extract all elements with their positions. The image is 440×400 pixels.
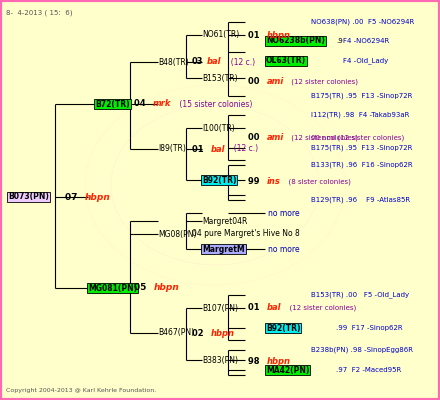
Text: no more: no more bbox=[268, 208, 300, 218]
Text: OL63(TR): OL63(TR) bbox=[266, 56, 306, 66]
Text: B153(TR) .00   F5 -Old_Lady: B153(TR) .00 F5 -Old_Lady bbox=[311, 292, 409, 298]
Text: B175(TR) .95  F13 -Sinop72R: B175(TR) .95 F13 -Sinop72R bbox=[311, 145, 412, 151]
Text: no more: no more bbox=[268, 244, 300, 254]
Text: I112(TR) .98  F4 -Takab93aR: I112(TR) .98 F4 -Takab93aR bbox=[311, 112, 409, 118]
Text: 07: 07 bbox=[65, 192, 81, 202]
Text: NO61(TR): NO61(TR) bbox=[202, 30, 239, 40]
Text: F4 -Old_Lady: F4 -Old_Lady bbox=[343, 58, 388, 64]
Text: B383(PN): B383(PN) bbox=[202, 356, 238, 364]
Text: (8 sister colonies): (8 sister colonies) bbox=[284, 179, 351, 185]
Text: 03: 03 bbox=[192, 58, 203, 66]
Text: 98: 98 bbox=[248, 358, 262, 366]
Text: hbpn: hbpn bbox=[154, 284, 180, 292]
Text: MG081(PN): MG081(PN) bbox=[88, 284, 137, 292]
Text: 05: 05 bbox=[134, 284, 150, 292]
Text: bal: bal bbox=[267, 304, 281, 312]
Text: 01: 01 bbox=[248, 30, 263, 40]
Text: NO6238b(PN): NO6238b(PN) bbox=[266, 36, 325, 46]
Text: B175(TR) .95  F13 -Sinop72R: B175(TR) .95 F13 -Sinop72R bbox=[311, 93, 412, 99]
Text: 01: 01 bbox=[192, 144, 206, 154]
Text: Margret04R: Margret04R bbox=[202, 216, 247, 226]
Text: bal: bal bbox=[211, 144, 225, 154]
Text: (12 c.): (12 c.) bbox=[229, 144, 259, 154]
Text: B133(TR) .96  F16 -Sinop62R: B133(TR) .96 F16 -Sinop62R bbox=[311, 162, 413, 168]
Text: 01: 01 bbox=[248, 304, 263, 312]
Text: hbpn: hbpn bbox=[85, 192, 111, 202]
Text: mrk: mrk bbox=[153, 100, 171, 108]
Text: (15 sister colonies): (15 sister colonies) bbox=[176, 100, 252, 108]
Text: ins: ins bbox=[267, 178, 280, 186]
Text: (12 sister colonies): (12 sister colonies) bbox=[289, 135, 358, 141]
Text: 8-  4-2013 ( 15:  6): 8- 4-2013 ( 15: 6) bbox=[6, 9, 73, 16]
Text: I89(TR): I89(TR) bbox=[158, 144, 186, 154]
Text: NO638(PN) .00  F5 -NO6294R: NO638(PN) .00 F5 -NO6294R bbox=[311, 19, 414, 25]
Text: 02: 02 bbox=[192, 328, 206, 338]
Text: (12 sister colonies): (12 sister colonies) bbox=[286, 305, 357, 311]
Text: hbpn: hbpn bbox=[267, 358, 290, 366]
Text: ami: ami bbox=[267, 78, 284, 86]
Text: B107(PN): B107(PN) bbox=[202, 304, 238, 312]
Text: B129(TR) .96    F9 -Atlas85R: B129(TR) .96 F9 -Atlas85R bbox=[311, 197, 410, 203]
Text: I100(TR): I100(TR) bbox=[202, 124, 235, 132]
Text: B153(TR): B153(TR) bbox=[202, 74, 238, 82]
Text: (12 sister colonies): (12 sister colonies) bbox=[289, 79, 358, 85]
Text: 04: 04 bbox=[134, 100, 148, 108]
Text: 00 ami (12 sister colonies): 00 ami (12 sister colonies) bbox=[311, 135, 404, 141]
Text: hbpn: hbpn bbox=[211, 328, 235, 338]
Text: .99  F17 -Sinop62R: .99 F17 -Sinop62R bbox=[336, 325, 403, 331]
Text: B72(TR): B72(TR) bbox=[95, 100, 130, 108]
Text: Copyright 2004-2013 @ Karl Kehrle Foundation.: Copyright 2004-2013 @ Karl Kehrle Founda… bbox=[6, 388, 156, 393]
Text: (12 c.): (12 c.) bbox=[226, 58, 255, 66]
Text: B467(PN): B467(PN) bbox=[158, 328, 194, 338]
Text: MargretM: MargretM bbox=[202, 244, 245, 254]
Text: F4 -NO6294R: F4 -NO6294R bbox=[343, 38, 389, 44]
Text: 04 pure Margret's Hive No 8: 04 pure Margret's Hive No 8 bbox=[192, 230, 300, 238]
Text: ami: ami bbox=[267, 134, 284, 142]
Text: hbpn: hbpn bbox=[267, 30, 291, 40]
Text: 00: 00 bbox=[248, 134, 262, 142]
Text: B48(TR): B48(TR) bbox=[158, 58, 189, 66]
Text: 99: 99 bbox=[248, 178, 262, 186]
Text: MA42(PN): MA42(PN) bbox=[266, 366, 309, 374]
Text: B073(PN): B073(PN) bbox=[8, 192, 49, 202]
Text: B92(TR): B92(TR) bbox=[266, 324, 301, 332]
Text: .9: .9 bbox=[336, 38, 343, 44]
Text: B92(TR): B92(TR) bbox=[202, 176, 237, 184]
Text: bal: bal bbox=[207, 58, 221, 66]
Text: B238b(PN) .98 -SinopEgg86R: B238b(PN) .98 -SinopEgg86R bbox=[311, 347, 413, 353]
Text: 00: 00 bbox=[248, 78, 262, 86]
Text: .97  F2 -Maced95R: .97 F2 -Maced95R bbox=[336, 367, 401, 373]
Text: MG08(PN): MG08(PN) bbox=[158, 230, 197, 238]
